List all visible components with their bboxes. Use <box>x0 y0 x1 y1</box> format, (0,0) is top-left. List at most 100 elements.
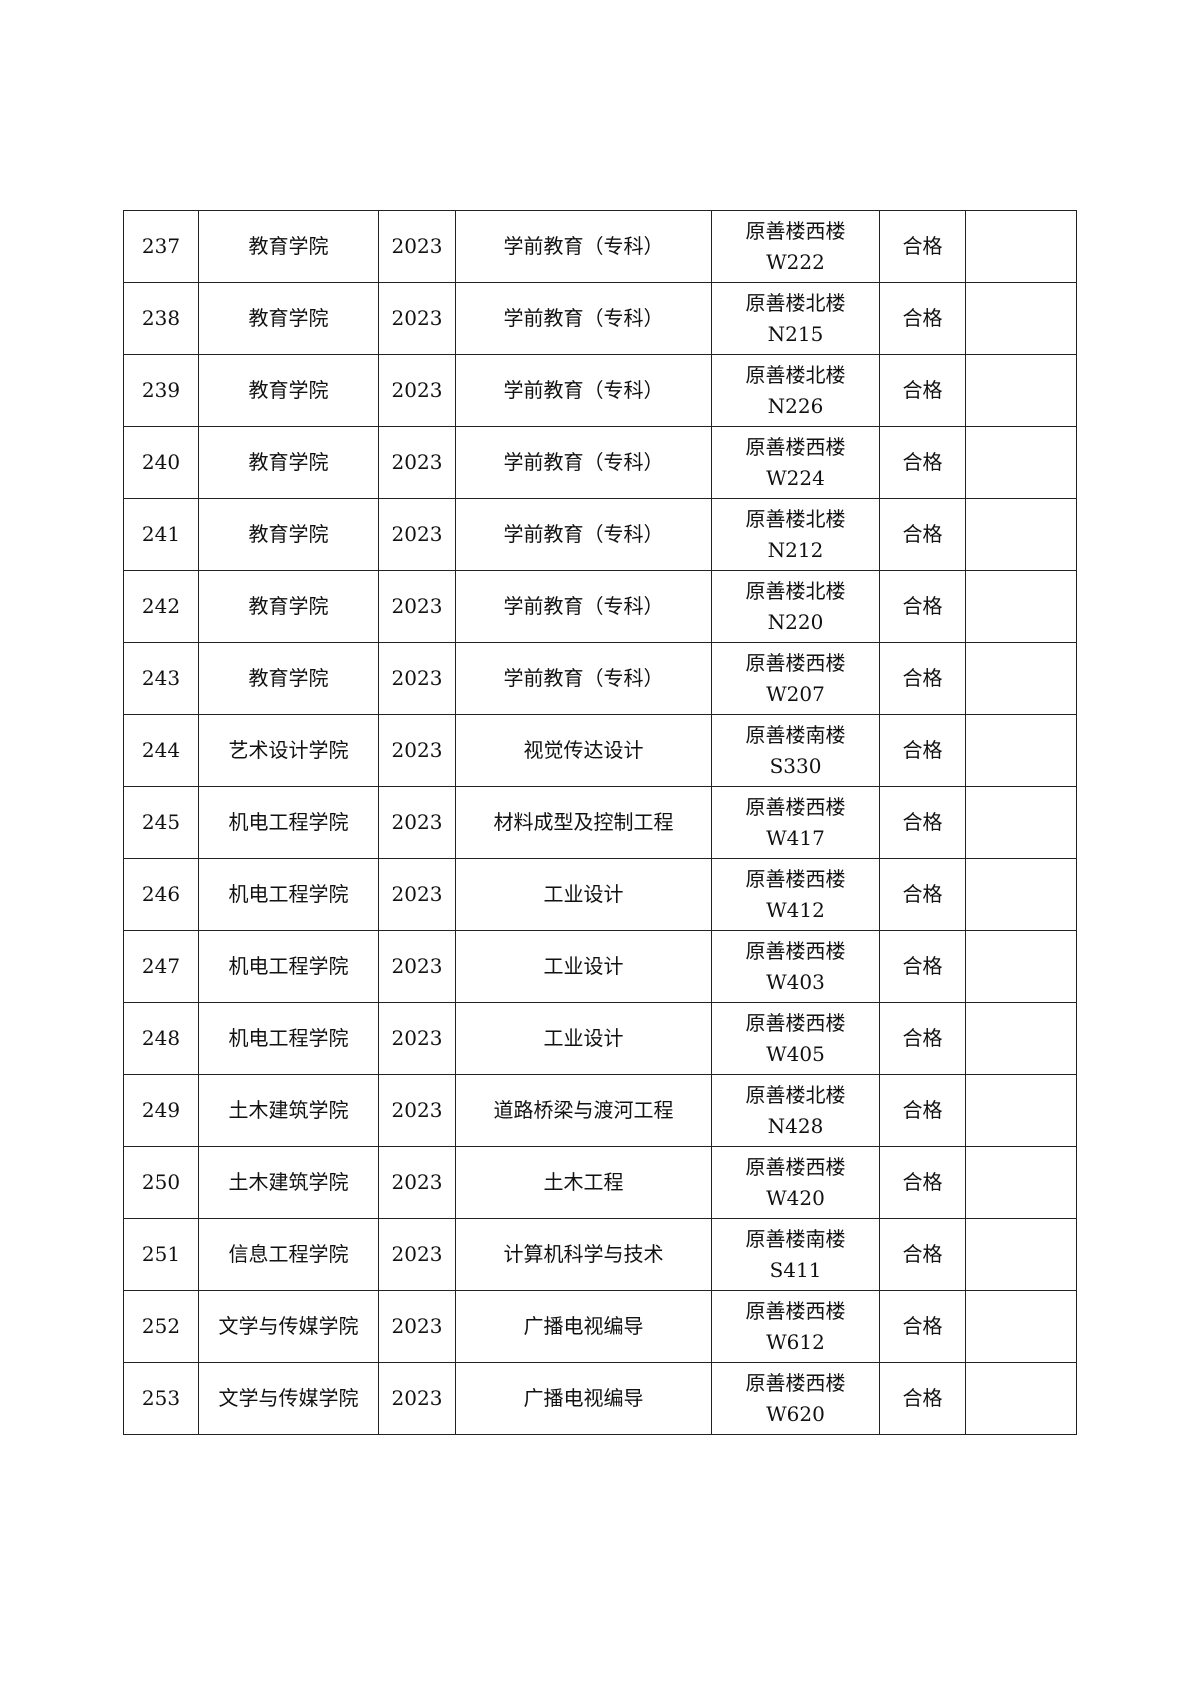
cell-location: 原善楼西楼 W222 <box>711 210 880 283</box>
cell-year: 2023 <box>378 1290 456 1363</box>
table-row: 251 信息工程学院 2023 计算机科学与技术 原善楼南楼 S411 合格 <box>123 1218 1077 1291</box>
cell-note <box>965 1074 1077 1147</box>
table-row: 252 文学与传媒学院 2023 广播电视编导 原善楼西楼 W612 合格 <box>123 1290 1077 1363</box>
room-number: W222 <box>766 249 825 274</box>
table-row: 240 教育学院 2023 学前教育（专科） 原善楼西楼 W224 合格 <box>123 426 1077 499</box>
cell-year: 2023 <box>378 498 456 571</box>
cell-year: 2023 <box>378 786 456 859</box>
cell-major: 工业设计 <box>455 858 712 931</box>
room-number: W612 <box>766 1329 825 1354</box>
cell-number: 247 <box>123 930 199 1003</box>
table-row: 248 机电工程学院 2023 工业设计 原善楼西楼 W405 合格 <box>123 1002 1077 1075</box>
building-name: 原善楼西楼 <box>745 650 846 675</box>
cell-location: 原善楼西楼 W412 <box>711 858 880 931</box>
room-number: S330 <box>769 753 822 778</box>
cell-major: 工业设计 <box>455 1002 712 1075</box>
building-name: 原善楼西楼 <box>745 1370 846 1395</box>
table-row: 242 教育学院 2023 学前教育（专科） 原善楼北楼 N220 合格 <box>123 570 1077 643</box>
cell-college: 教育学院 <box>198 642 379 715</box>
cell-result: 合格 <box>879 426 966 499</box>
cell-year: 2023 <box>378 1362 456 1435</box>
cell-major: 视觉传达设计 <box>455 714 712 787</box>
table-row: 247 机电工程学院 2023 工业设计 原善楼西楼 W403 合格 <box>123 930 1077 1003</box>
cell-college: 教育学院 <box>198 498 379 571</box>
room-number: W620 <box>766 1401 825 1426</box>
cell-result: 合格 <box>879 930 966 1003</box>
cell-major: 工业设计 <box>455 930 712 1003</box>
building-name: 原善楼西楼 <box>745 434 846 459</box>
cell-number: 239 <box>123 354 199 427</box>
cell-major: 道路桥梁与渡河工程 <box>455 1074 712 1147</box>
building-name: 原善楼北楼 <box>745 290 846 315</box>
cell-location: 原善楼西楼 W403 <box>711 930 880 1003</box>
room-number: N428 <box>767 1113 824 1138</box>
cell-year: 2023 <box>378 714 456 787</box>
cell-college: 土木建筑学院 <box>198 1074 379 1147</box>
cell-number: 243 <box>123 642 199 715</box>
room-number: N215 <box>767 321 824 346</box>
cell-location: 原善楼北楼 N215 <box>711 282 880 355</box>
cell-note <box>965 498 1077 571</box>
room-number: S411 <box>769 1257 822 1282</box>
cell-major: 学前教育（专科） <box>455 570 712 643</box>
table-row: 249 土木建筑学院 2023 道路桥梁与渡河工程 原善楼北楼 N428 合格 <box>123 1074 1077 1147</box>
cell-year: 2023 <box>378 1146 456 1219</box>
table-row: 238 教育学院 2023 学前教育（专科） 原善楼北楼 N215 合格 <box>123 282 1077 355</box>
cell-location: 原善楼西楼 W417 <box>711 786 880 859</box>
cell-location: 原善楼西楼 W207 <box>711 642 880 715</box>
cell-note <box>965 354 1077 427</box>
cell-number: 248 <box>123 1002 199 1075</box>
cell-major: 广播电视编导 <box>455 1290 712 1363</box>
cell-year: 2023 <box>378 570 456 643</box>
building-name: 原善楼西楼 <box>745 794 846 819</box>
cell-college: 教育学院 <box>198 570 379 643</box>
cell-result: 合格 <box>879 210 966 283</box>
cell-result: 合格 <box>879 282 966 355</box>
cell-result: 合格 <box>879 714 966 787</box>
building-name: 原善楼南楼 <box>745 1226 846 1251</box>
table-row: 246 机电工程学院 2023 工业设计 原善楼西楼 W412 合格 <box>123 858 1077 931</box>
table-row: 241 教育学院 2023 学前教育（专科） 原善楼北楼 N212 合格 <box>123 498 1077 571</box>
cell-college: 文学与传媒学院 <box>198 1290 379 1363</box>
building-name: 原善楼北楼 <box>745 362 846 387</box>
cell-note <box>965 426 1077 499</box>
cell-major: 学前教育（专科） <box>455 498 712 571</box>
cell-college: 教育学院 <box>198 354 379 427</box>
cell-major: 学前教育（专科） <box>455 210 712 283</box>
cell-year: 2023 <box>378 282 456 355</box>
room-number: N212 <box>767 537 824 562</box>
cell-college: 机电工程学院 <box>198 786 379 859</box>
cell-location: 原善楼西楼 W420 <box>711 1146 880 1219</box>
cell-note <box>965 1290 1077 1363</box>
building-name: 原善楼西楼 <box>745 218 846 243</box>
cell-number: 253 <box>123 1362 199 1435</box>
cell-number: 240 <box>123 426 199 499</box>
cell-number: 245 <box>123 786 199 859</box>
cell-major: 学前教育（专科） <box>455 426 712 499</box>
cell-major: 材料成型及控制工程 <box>455 786 712 859</box>
cell-major: 学前教育（专科） <box>455 642 712 715</box>
cell-college: 信息工程学院 <box>198 1218 379 1291</box>
cell-location: 原善楼北楼 N212 <box>711 498 880 571</box>
table-row: 239 教育学院 2023 学前教育（专科） 原善楼北楼 N226 合格 <box>123 354 1077 427</box>
cell-number: 251 <box>123 1218 199 1291</box>
cell-year: 2023 <box>378 426 456 499</box>
cell-number: 238 <box>123 282 199 355</box>
room-number: W420 <box>766 1185 825 1210</box>
dorm-inspection-table: 237 教育学院 2023 学前教育（专科） 原善楼西楼 W222 合格 238… <box>123 210 1077 1435</box>
cell-result: 合格 <box>879 858 966 931</box>
table-row: 250 土木建筑学院 2023 土木工程 原善楼西楼 W420 合格 <box>123 1146 1077 1219</box>
building-name: 原善楼西楼 <box>745 1010 846 1035</box>
cell-note <box>965 714 1077 787</box>
room-number: N220 <box>767 609 824 634</box>
room-number: W207 <box>766 681 825 706</box>
cell-major: 学前教育（专科） <box>455 282 712 355</box>
cell-result: 合格 <box>879 1146 966 1219</box>
cell-location: 原善楼北楼 N220 <box>711 570 880 643</box>
cell-result: 合格 <box>879 1218 966 1291</box>
cell-number: 237 <box>123 210 199 283</box>
cell-major: 计算机科学与技术 <box>455 1218 712 1291</box>
cell-year: 2023 <box>378 210 456 283</box>
cell-number: 242 <box>123 570 199 643</box>
cell-college: 艺术设计学院 <box>198 714 379 787</box>
